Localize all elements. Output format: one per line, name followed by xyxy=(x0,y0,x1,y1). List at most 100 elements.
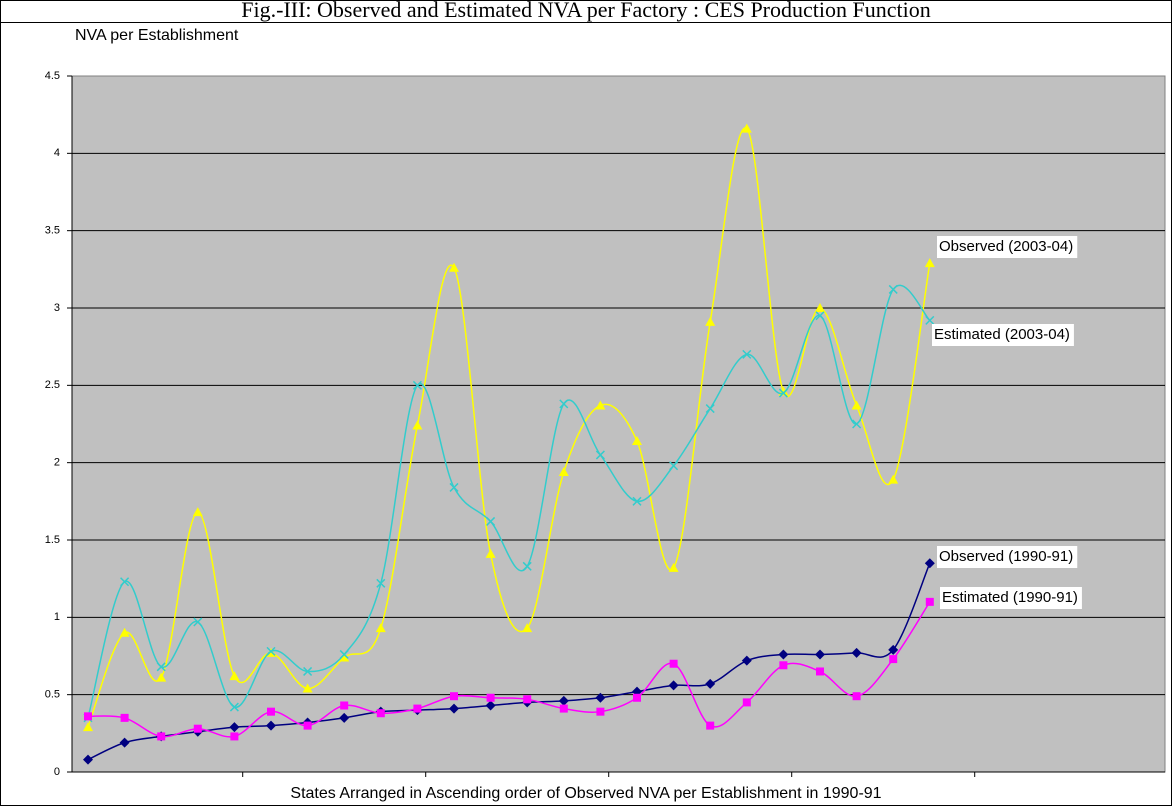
marker xyxy=(157,732,166,741)
marker xyxy=(193,617,203,627)
marker xyxy=(229,671,240,681)
marker xyxy=(485,700,496,711)
marker xyxy=(889,655,898,664)
marker xyxy=(486,516,496,526)
marker xyxy=(595,692,606,703)
marker xyxy=(888,474,899,484)
marker xyxy=(924,258,935,268)
marker xyxy=(741,655,752,666)
y-tick-label: 1.5 xyxy=(45,534,60,546)
marker xyxy=(303,721,312,730)
marker xyxy=(449,703,459,714)
chart-title: Fig.-III: Observed and Estimated NVA per… xyxy=(241,0,930,22)
y-tick-label: 2 xyxy=(54,457,60,469)
marker xyxy=(925,315,935,325)
marker xyxy=(193,724,202,733)
marker xyxy=(816,667,824,676)
marker xyxy=(925,597,934,606)
marker xyxy=(706,721,715,730)
marker xyxy=(815,311,825,321)
marker xyxy=(339,649,349,659)
marker xyxy=(523,695,532,704)
x-axis-label: States Arranged in Ascending order of Ob… xyxy=(290,785,881,802)
marker xyxy=(632,436,642,446)
marker xyxy=(449,262,459,272)
marker xyxy=(156,672,167,682)
marker xyxy=(558,695,569,706)
marker xyxy=(120,577,130,587)
marker xyxy=(229,722,240,733)
marker xyxy=(596,707,605,716)
series-label: Estimated (2003-04) xyxy=(934,326,1070,343)
marker xyxy=(742,698,751,707)
marker xyxy=(302,683,313,693)
marker xyxy=(267,707,275,716)
marker xyxy=(84,712,92,721)
marker xyxy=(705,316,716,326)
series-label: Estimated (1990-91) xyxy=(942,589,1078,606)
marker xyxy=(668,680,679,691)
marker xyxy=(924,558,935,569)
marker xyxy=(559,399,569,409)
marker xyxy=(230,732,239,741)
series-label-bg xyxy=(937,236,1078,258)
marker xyxy=(339,652,350,662)
marker xyxy=(888,284,898,294)
y-tick-label: 0.5 xyxy=(45,689,60,701)
marker xyxy=(778,649,789,660)
marker xyxy=(522,623,533,633)
marker xyxy=(741,123,752,133)
marker xyxy=(705,678,716,689)
series-label: Observed (1990-91) xyxy=(939,548,1073,565)
marker xyxy=(595,400,606,410)
marker xyxy=(632,496,642,506)
marker xyxy=(229,702,239,712)
y-tick-label: 1 xyxy=(54,611,60,623)
y-axis-label: NVA per Establishment xyxy=(75,27,239,44)
marker xyxy=(119,737,130,748)
y-tick-label: 4.5 xyxy=(45,70,60,82)
marker xyxy=(339,712,350,723)
marker xyxy=(779,661,788,670)
marker xyxy=(412,420,423,430)
marker xyxy=(742,349,752,359)
marker xyxy=(852,692,861,701)
marker xyxy=(815,649,825,660)
marker xyxy=(192,507,203,517)
marker xyxy=(485,548,496,558)
series-label-bg xyxy=(937,546,1078,568)
y-tick-label: 2.5 xyxy=(45,379,60,391)
marker xyxy=(83,722,93,732)
marker xyxy=(120,713,129,722)
marker xyxy=(559,704,568,713)
marker xyxy=(83,754,93,765)
plot-area xyxy=(71,75,1166,773)
y-tick-label: 3 xyxy=(54,302,60,314)
marker xyxy=(669,461,679,471)
marker xyxy=(851,400,862,410)
marker xyxy=(340,701,349,710)
marker xyxy=(815,303,825,312)
marker xyxy=(156,662,166,672)
marker xyxy=(595,450,605,460)
marker xyxy=(522,561,532,571)
marker xyxy=(450,692,458,701)
marker xyxy=(119,627,130,637)
marker xyxy=(376,709,385,718)
marker xyxy=(266,720,276,731)
marker xyxy=(412,380,422,390)
y-tick-label: 0 xyxy=(54,766,60,778)
marker xyxy=(375,623,386,633)
series-line xyxy=(87,285,931,719)
marker xyxy=(486,693,495,702)
series-label: Observed (2003-04) xyxy=(939,238,1073,255)
marker xyxy=(558,466,569,476)
series-label-bg xyxy=(940,587,1082,609)
marker xyxy=(449,482,459,492)
marker xyxy=(852,419,862,429)
marker xyxy=(778,388,788,398)
marker xyxy=(266,646,276,656)
marker xyxy=(669,659,678,668)
